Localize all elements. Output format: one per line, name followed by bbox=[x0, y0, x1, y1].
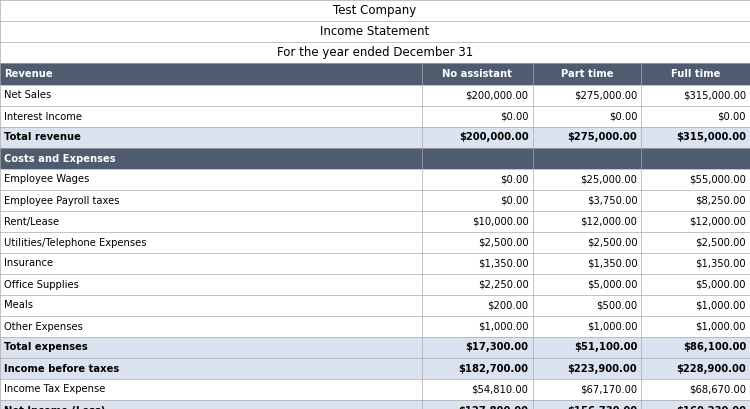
Text: $2,500.00: $2,500.00 bbox=[586, 238, 638, 247]
Text: Other Expenses: Other Expenses bbox=[4, 321, 82, 332]
Text: Net Income (Loss): Net Income (Loss) bbox=[4, 405, 105, 409]
Text: Costs and Expenses: Costs and Expenses bbox=[4, 153, 116, 164]
Bar bbox=[0, 316, 750, 337]
Text: $315,000.00: $315,000.00 bbox=[676, 133, 746, 142]
Text: Total expenses: Total expenses bbox=[4, 342, 88, 353]
Bar bbox=[0, 148, 750, 169]
Bar bbox=[0, 127, 750, 148]
Text: $67,170.00: $67,170.00 bbox=[580, 384, 638, 395]
Text: $182,700.00: $182,700.00 bbox=[458, 364, 529, 373]
Text: Full time: Full time bbox=[671, 69, 720, 79]
Text: $200,000.00: $200,000.00 bbox=[459, 133, 529, 142]
Text: $200.00: $200.00 bbox=[488, 301, 529, 310]
Text: $1,350.00: $1,350.00 bbox=[586, 258, 638, 268]
Text: $2,500.00: $2,500.00 bbox=[695, 238, 746, 247]
Text: Revenue: Revenue bbox=[4, 69, 52, 79]
Bar bbox=[0, 190, 750, 211]
Text: $228,900.00: $228,900.00 bbox=[676, 364, 746, 373]
Text: $5,000.00: $5,000.00 bbox=[695, 279, 746, 290]
Bar bbox=[0, 400, 750, 409]
Text: $1,000.00: $1,000.00 bbox=[695, 301, 746, 310]
Text: $160,230.00: $160,230.00 bbox=[676, 405, 746, 409]
Text: Test Company: Test Company bbox=[333, 4, 417, 17]
Text: $8,250.00: $8,250.00 bbox=[695, 196, 746, 205]
Bar bbox=[0, 232, 750, 253]
Text: $5,000.00: $5,000.00 bbox=[586, 279, 638, 290]
Text: For the year ended December 31: For the year ended December 31 bbox=[277, 46, 473, 59]
Bar bbox=[0, 106, 750, 127]
Text: Office Supplies: Office Supplies bbox=[4, 279, 79, 290]
Bar bbox=[0, 379, 750, 400]
Text: $1,000.00: $1,000.00 bbox=[478, 321, 529, 332]
Text: $0.00: $0.00 bbox=[718, 112, 746, 121]
Bar bbox=[0, 169, 750, 190]
Bar bbox=[0, 358, 750, 379]
Bar bbox=[0, 274, 750, 295]
Text: $2,500.00: $2,500.00 bbox=[478, 238, 529, 247]
Bar bbox=[0, 63, 750, 85]
Text: $315,000.00: $315,000.00 bbox=[682, 90, 746, 101]
Text: Total revenue: Total revenue bbox=[4, 133, 81, 142]
Text: $12,000.00: $12,000.00 bbox=[689, 216, 746, 227]
Text: $223,900.00: $223,900.00 bbox=[568, 364, 638, 373]
Text: Utilities/Telephone Expenses: Utilities/Telephone Expenses bbox=[4, 238, 146, 247]
Text: Meals: Meals bbox=[4, 301, 33, 310]
Text: $55,000.00: $55,000.00 bbox=[689, 175, 746, 184]
Bar bbox=[0, 253, 750, 274]
Text: $10,000.00: $10,000.00 bbox=[472, 216, 529, 227]
Text: $25,000.00: $25,000.00 bbox=[580, 175, 638, 184]
Text: $51,100.00: $51,100.00 bbox=[574, 342, 638, 353]
Text: $0.00: $0.00 bbox=[500, 175, 529, 184]
Text: Interest Income: Interest Income bbox=[4, 112, 82, 121]
Text: $17,300.00: $17,300.00 bbox=[466, 342, 529, 353]
Text: Part time: Part time bbox=[560, 69, 614, 79]
Text: $54,810.00: $54,810.00 bbox=[472, 384, 529, 395]
Text: $1,350.00: $1,350.00 bbox=[478, 258, 529, 268]
Text: $500.00: $500.00 bbox=[596, 301, 638, 310]
Text: Employee Payroll taxes: Employee Payroll taxes bbox=[4, 196, 119, 205]
Text: $127,890.00: $127,890.00 bbox=[458, 405, 529, 409]
Bar bbox=[0, 85, 750, 106]
Text: Income Statement: Income Statement bbox=[320, 25, 430, 38]
Text: $200,000.00: $200,000.00 bbox=[466, 90, 529, 101]
Text: $12,000.00: $12,000.00 bbox=[580, 216, 638, 227]
Text: $275,000.00: $275,000.00 bbox=[574, 90, 638, 101]
Text: $275,000.00: $275,000.00 bbox=[568, 133, 638, 142]
Text: $0.00: $0.00 bbox=[609, 112, 638, 121]
Text: $2,250.00: $2,250.00 bbox=[478, 279, 529, 290]
Text: $86,100.00: $86,100.00 bbox=[682, 342, 746, 353]
Text: Net Sales: Net Sales bbox=[4, 90, 51, 101]
Bar bbox=[0, 211, 750, 232]
Text: $0.00: $0.00 bbox=[500, 196, 529, 205]
Text: $156,730.00: $156,730.00 bbox=[567, 405, 638, 409]
Text: Rent/Lease: Rent/Lease bbox=[4, 216, 59, 227]
Text: $1,350.00: $1,350.00 bbox=[695, 258, 746, 268]
Text: Income Tax Expense: Income Tax Expense bbox=[4, 384, 105, 395]
Bar bbox=[0, 295, 750, 316]
Text: $1,000.00: $1,000.00 bbox=[695, 321, 746, 332]
Text: No assistant: No assistant bbox=[442, 69, 512, 79]
Text: $68,670.00: $68,670.00 bbox=[689, 384, 746, 395]
Bar bbox=[0, 337, 750, 358]
Text: Income before taxes: Income before taxes bbox=[4, 364, 119, 373]
Text: $1,000.00: $1,000.00 bbox=[586, 321, 638, 332]
Text: Insurance: Insurance bbox=[4, 258, 53, 268]
Text: $0.00: $0.00 bbox=[500, 112, 529, 121]
Text: $3,750.00: $3,750.00 bbox=[586, 196, 638, 205]
Text: Employee Wages: Employee Wages bbox=[4, 175, 89, 184]
